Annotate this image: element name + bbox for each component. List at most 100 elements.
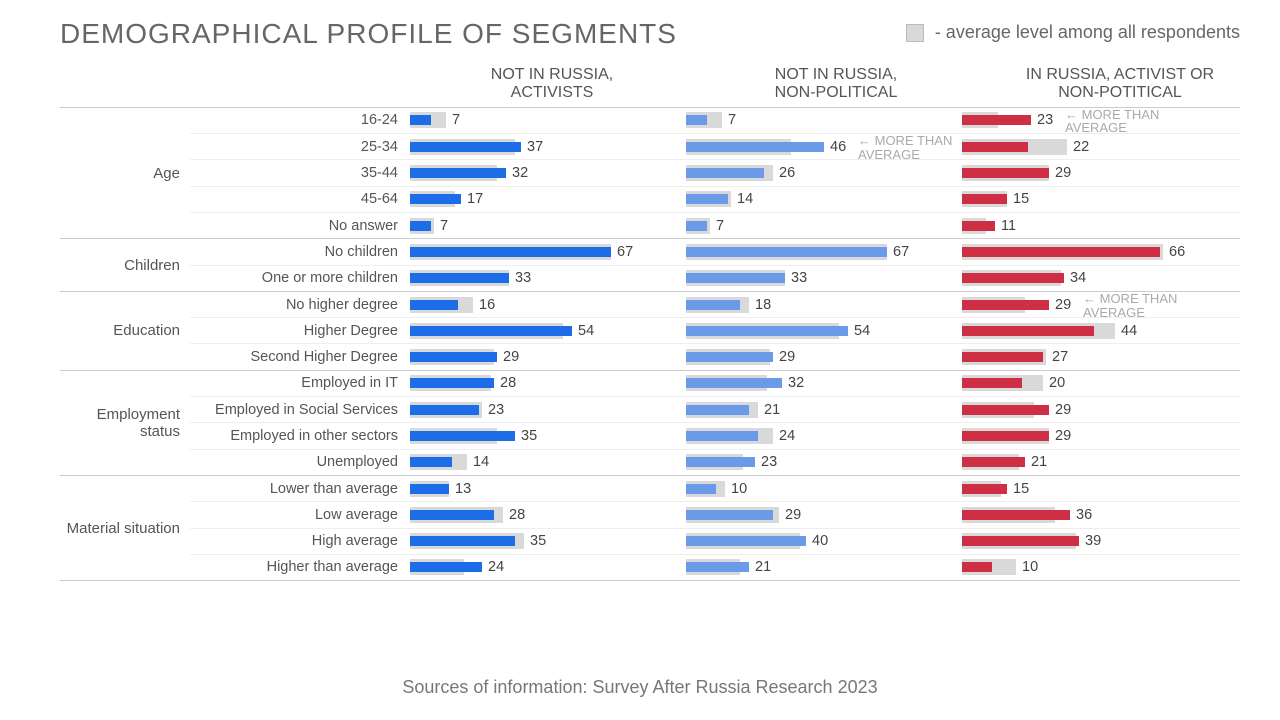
table-row: Employed in other sectors352429 [190, 422, 1240, 448]
value-label: 7 [440, 218, 448, 234]
chart-cell: 28 [410, 371, 686, 396]
rows-holder: No higher degree 16 18 29 ← MORE THANAVERAGE… [190, 292, 1240, 370]
row-label: Employed in other sectors [190, 428, 410, 444]
value-bar [410, 536, 515, 546]
chart-cell: 21 [686, 555, 962, 580]
value-label: 67 [617, 244, 633, 260]
row-label: Lower than average [190, 481, 410, 497]
value-label: 21 [764, 402, 780, 418]
chart-cell: 11 [962, 213, 1238, 238]
group: Age16-247723← MORE THANAVERAGE25-343746←… [60, 108, 1240, 239]
value-bar [410, 115, 431, 125]
group-label: Children [60, 239, 190, 291]
table-row: Low average2829 36 [190, 501, 1240, 527]
value-bar [410, 510, 494, 520]
value-bar [410, 431, 515, 441]
chart-cell: 14 [410, 450, 686, 475]
spacer [190, 66, 410, 107]
value-label: 67 [893, 244, 909, 260]
table-row: 16-247723← MORE THANAVERAGE [190, 108, 1240, 133]
table-row: Lower than average131015 [190, 476, 1240, 501]
chart-cell: 21 [686, 397, 962, 422]
value-bar [686, 194, 728, 204]
chart-cell: 23 [686, 450, 962, 475]
value-bar [962, 194, 1007, 204]
legend-average-swatch [906, 24, 924, 42]
value-label: 29 [779, 349, 795, 365]
value-label: 29 [503, 349, 519, 365]
source-footer: Sources of information: Survey After Rus… [0, 677, 1280, 698]
chart-cell: 66 [962, 239, 1238, 264]
more-than-average-annotation: ← MORE THANAVERAGE [858, 134, 952, 161]
value-label: 18 [755, 297, 771, 313]
value-bar [410, 194, 461, 204]
value-label: 15 [1013, 191, 1029, 207]
value-bar [686, 273, 785, 283]
value-label: 14 [737, 191, 753, 207]
value-bar [410, 273, 509, 283]
chart-cell: 44 [962, 318, 1238, 343]
group: Employment statusEmployed in IT283220Emp… [60, 371, 1240, 476]
row-label: No children [190, 244, 410, 260]
row-label: High average [190, 533, 410, 549]
value-label: 24 [779, 428, 795, 444]
chart-cell: 15 [962, 476, 1238, 501]
chart-cell: 20 [962, 371, 1238, 396]
rows-holder: Lower than average131015Low average28293… [190, 476, 1240, 580]
chart-cell: 32 [686, 371, 962, 396]
row-label: No higher degree [190, 297, 410, 313]
group-label: Education [60, 292, 190, 370]
value-bar [962, 221, 995, 231]
value-label: 54 [854, 323, 870, 339]
chart-cell: 24 [410, 555, 686, 580]
value-bar [410, 221, 431, 231]
table-row: High average 35 40 39 [190, 528, 1240, 554]
chart-cell: 34 [962, 266, 1238, 291]
value-label: 35 [530, 533, 546, 549]
value-bar [962, 405, 1049, 415]
value-label: 26 [779, 165, 795, 181]
value-bar [962, 247, 1160, 257]
row-label: Low average [190, 507, 410, 523]
chart-cell: 7 [410, 213, 686, 238]
value-label: 40 [812, 533, 828, 549]
value-label: 7 [728, 112, 736, 128]
value-label: 13 [455, 481, 471, 497]
value-bar [962, 142, 1028, 152]
value-label: 23 [761, 454, 777, 470]
value-bar [686, 484, 716, 494]
more-than-average-annotation: ← MORE THANAVERAGE [1083, 292, 1177, 319]
chart-cell: 29 [686, 502, 962, 527]
value-label: 27 [1052, 349, 1068, 365]
value-bar [410, 352, 497, 362]
table-row: 45-64171415 [190, 186, 1240, 212]
table-row: No higher degree161829← MORE THANAVERAGE [190, 292, 1240, 317]
value-bar [686, 457, 755, 467]
value-bar [686, 378, 782, 388]
value-bar [686, 115, 707, 125]
value-label: 54 [578, 323, 594, 339]
value-bar [962, 352, 1043, 362]
value-label: 39 [1085, 533, 1101, 549]
chart-cell: 54 [410, 318, 686, 343]
group: ChildrenNo children 67 67 66 One or more chi… [60, 239, 1240, 292]
value-label: 7 [716, 218, 724, 234]
value-bar [410, 562, 482, 572]
row-label: One or more children [190, 270, 410, 286]
chart-cell: 24 [686, 423, 962, 448]
chart-cell: 29 [686, 344, 962, 369]
row-label: Unemployed [190, 454, 410, 470]
value-label: 17 [467, 191, 483, 207]
value-label: 36 [1076, 507, 1092, 523]
chart-cell: 28 [410, 502, 686, 527]
value-label: 16 [479, 297, 495, 313]
chart-cell: 46← MORE THANAVERAGE [686, 134, 962, 159]
group-label: Age [60, 108, 190, 238]
value-label: 15 [1013, 481, 1029, 497]
value-label: 22 [1073, 139, 1089, 155]
value-label: 29 [1055, 428, 1071, 444]
chart-cell: 29 [962, 397, 1238, 422]
chart-cell: 54 [686, 318, 962, 343]
table-row: Employed in IT283220 [190, 371, 1240, 396]
table-row: No answer7711 [190, 212, 1240, 238]
